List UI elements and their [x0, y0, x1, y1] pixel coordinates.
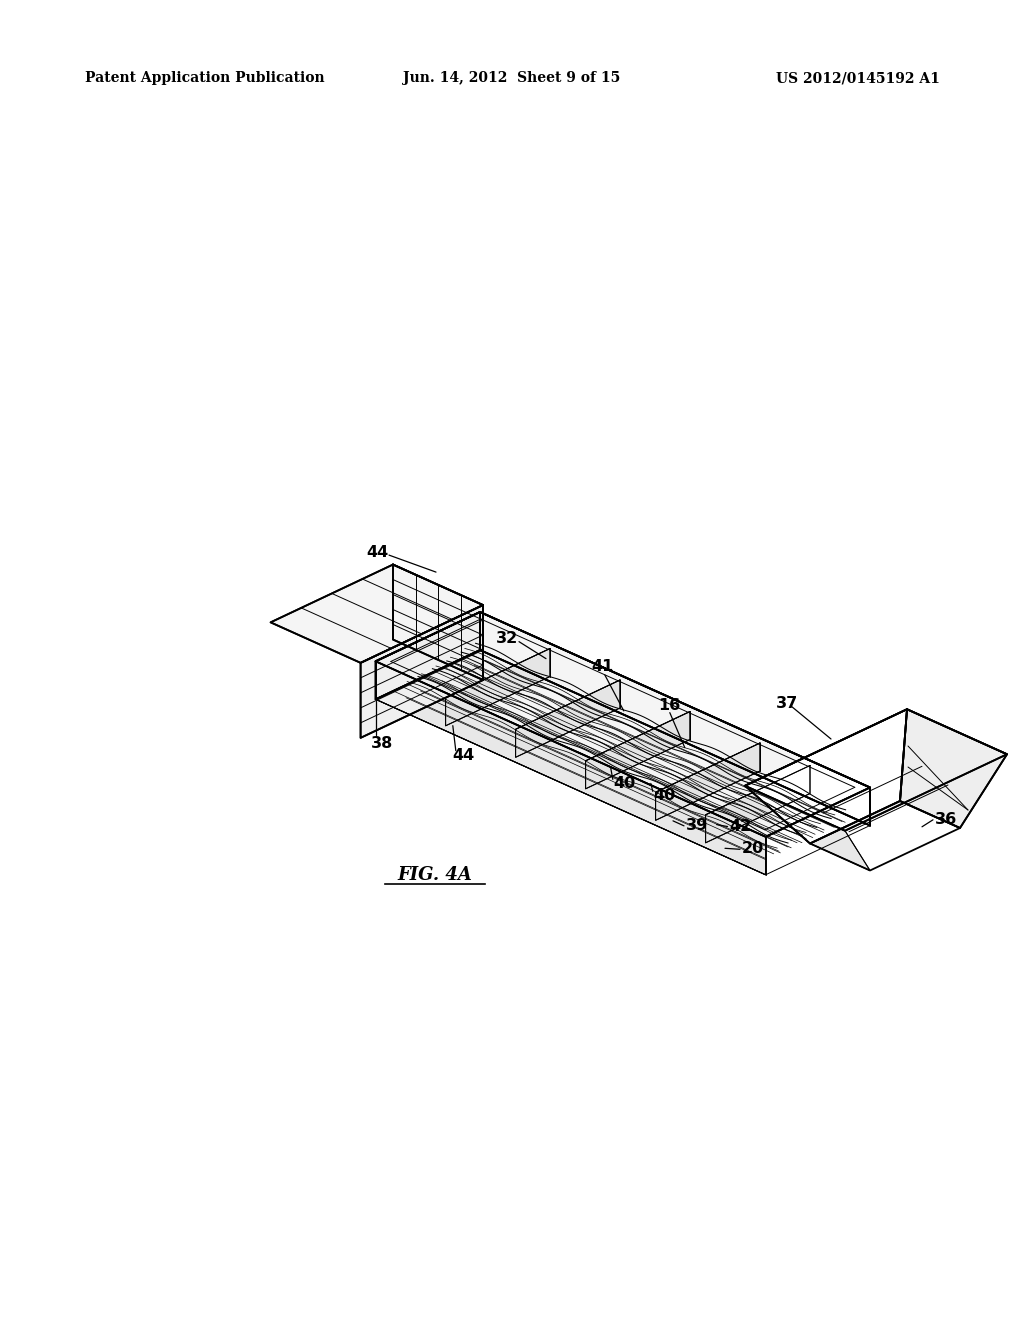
- Text: 20: 20: [742, 841, 764, 855]
- Text: 41: 41: [592, 660, 614, 675]
- Polygon shape: [586, 711, 690, 789]
- Text: Jun. 14, 2012  Sheet 9 of 15: Jun. 14, 2012 Sheet 9 of 15: [403, 71, 621, 84]
- Polygon shape: [376, 661, 766, 875]
- Polygon shape: [393, 565, 483, 680]
- Polygon shape: [376, 612, 480, 700]
- Polygon shape: [270, 565, 483, 663]
- Polygon shape: [445, 648, 550, 726]
- Text: 44: 44: [366, 545, 388, 560]
- Polygon shape: [480, 612, 870, 825]
- Polygon shape: [745, 709, 907, 843]
- Text: 42: 42: [729, 818, 752, 834]
- Polygon shape: [376, 612, 870, 837]
- Polygon shape: [655, 743, 760, 820]
- Text: 32: 32: [496, 631, 518, 647]
- Text: 36: 36: [935, 812, 957, 828]
- Text: 16: 16: [657, 698, 680, 713]
- Text: US 2012/0145192 A1: US 2012/0145192 A1: [776, 71, 940, 84]
- Polygon shape: [745, 709, 1007, 830]
- Polygon shape: [900, 709, 1007, 828]
- Text: 40: 40: [653, 788, 676, 803]
- Text: 39: 39: [686, 818, 709, 833]
- Text: 40: 40: [613, 776, 636, 791]
- Text: 37: 37: [776, 697, 799, 711]
- Polygon shape: [516, 680, 620, 758]
- Text: 38: 38: [371, 735, 393, 751]
- Text: FIG. 4A: FIG. 4A: [397, 866, 472, 884]
- Polygon shape: [745, 785, 870, 870]
- Polygon shape: [360, 605, 483, 738]
- Text: Patent Application Publication: Patent Application Publication: [85, 71, 325, 84]
- Polygon shape: [706, 766, 810, 842]
- Text: 44: 44: [453, 748, 475, 763]
